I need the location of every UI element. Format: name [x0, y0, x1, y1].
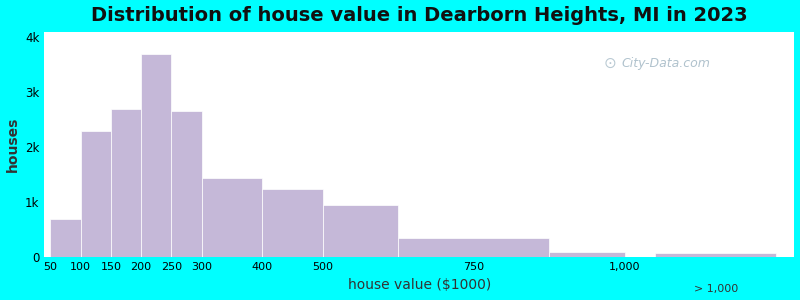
- Bar: [262, 189, 322, 257]
- Bar: [398, 238, 550, 257]
- Bar: [550, 252, 625, 257]
- Bar: [171, 112, 202, 257]
- Bar: [655, 253, 776, 257]
- Bar: [111, 109, 141, 257]
- X-axis label: house value ($1000): house value ($1000): [348, 278, 491, 292]
- Y-axis label: houses: houses: [6, 117, 19, 172]
- Text: ⊙: ⊙: [603, 56, 616, 71]
- Bar: [141, 54, 171, 257]
- Text: City-Data.com: City-Data.com: [622, 57, 710, 70]
- Title: Distribution of house value in Dearborn Heights, MI in 2023: Distribution of house value in Dearborn …: [91, 6, 748, 25]
- Bar: [81, 131, 111, 257]
- Bar: [50, 219, 81, 257]
- Text: > 1,000: > 1,000: [694, 284, 738, 294]
- Bar: [322, 205, 398, 257]
- Bar: [202, 178, 262, 257]
